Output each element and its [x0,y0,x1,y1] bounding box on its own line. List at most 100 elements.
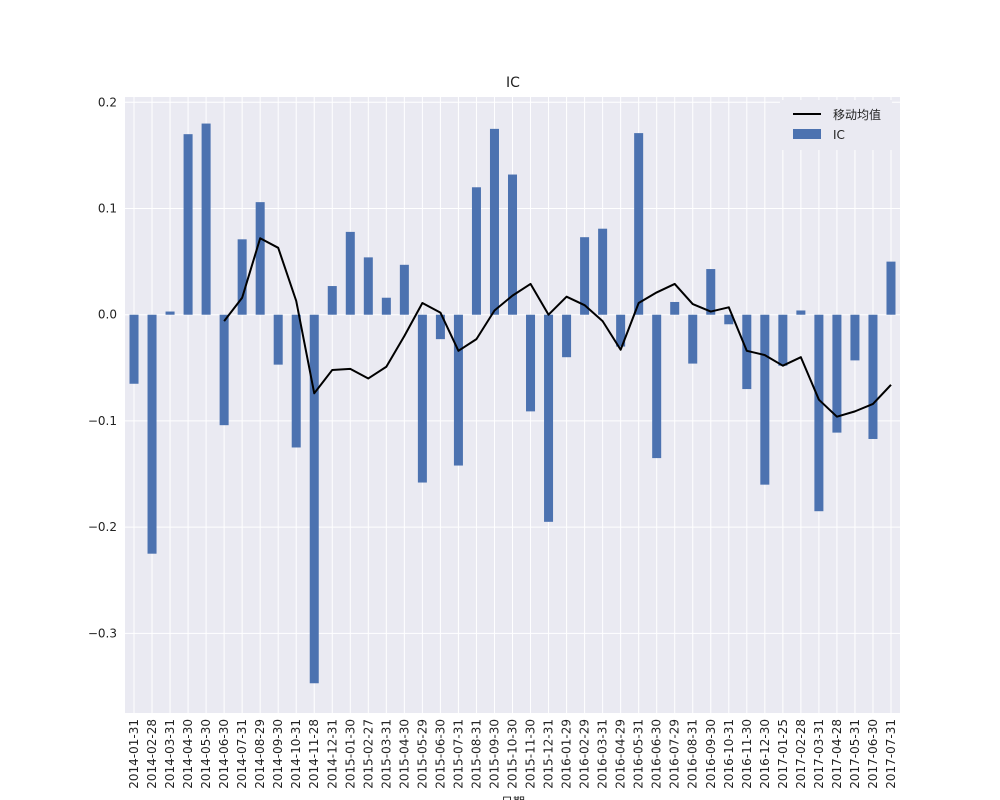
ic-bar [345,231,355,315]
ic-bar [544,314,554,522]
x-tick-label: 2016-05-31 [632,719,646,789]
x-tick-label: 2015-06-30 [433,719,447,789]
ic-bar [562,314,572,358]
legend-box [780,100,892,150]
x-tick-label: 2014-11-28 [307,719,321,789]
x-tick-label: 2016-03-31 [596,719,610,789]
x-tick-label: 2016-11-30 [740,719,754,789]
x-tick-label: 2016-02-29 [578,719,592,789]
x-tick-label: 2014-04-30 [181,719,195,789]
x-tick-label: 2014-06-30 [217,719,231,789]
x-tick-label: 2014-08-29 [253,719,267,789]
ic-bar [291,314,301,448]
ic-bar [273,314,283,365]
ic-bar [381,297,391,315]
ic-bar [309,314,319,684]
ic-bar [670,301,680,315]
x-tick-label: 2016-10-31 [722,719,736,789]
x-tick-label: 2014-07-31 [235,719,249,789]
ic-bar [616,314,626,347]
ic-bar [237,239,247,315]
ic-bar [760,314,770,485]
x-tick-label: 2015-01-30 [343,719,357,789]
x-axis-label: 日期 [501,795,525,800]
ic-bar [580,237,590,315]
moving-average-line [223,237,892,418]
ic-bar [489,128,499,315]
x-tick-label: 2015-09-30 [487,719,501,789]
x-tick-label: 2015-05-29 [415,719,429,789]
ic-bar [706,269,716,315]
ic-bar [724,314,734,325]
x-tick-label: 2014-09-30 [271,719,285,789]
ic-bar [886,261,896,315]
ic-bar [778,314,788,366]
x-tick-label: 2016-04-29 [614,719,628,789]
ic-bar [327,286,337,315]
x-tick-label: 2017-01-25 [776,719,790,789]
ic-bar [832,314,842,433]
ic-bar [652,314,662,459]
ic-bar [183,134,193,315]
x-tick-label: 2015-11-30 [524,719,538,789]
y-tick-label: −0.1 [88,414,117,428]
ic-bar [598,228,608,315]
x-tick-label: 2016-06-30 [650,719,664,789]
ic-bar [634,133,644,315]
ic-bar [255,202,265,315]
x-tick-label: 2014-12-31 [325,719,339,789]
x-axis: 2014-01-31 2014-02-28 2014-03-31 2014-04-30… [127,719,898,789]
legend-label-moving-average: 移动均值 [833,107,881,122]
x-tick-label: 2017-04-28 [830,719,844,789]
y-tick-label: −0.3 [88,626,117,640]
grid [125,97,900,713]
ic-bar [453,314,463,466]
y-axis: 0.2 0.1 0.0 −0.1 −0.2 −0.3 [88,95,117,640]
x-tick-label: 2017-05-31 [848,719,862,789]
ic-bar [471,187,481,315]
y-tick-label: 0.1 [98,202,117,216]
ic-bar [399,264,409,315]
ic-bar [219,314,229,426]
x-tick-label: 2016-08-31 [686,719,700,789]
x-tick-label: 2015-04-30 [397,719,411,789]
x-tick-label: 2014-05-30 [199,719,213,789]
ic-bar [796,310,806,315]
x-tick-label: 2016-07-29 [668,719,682,789]
x-tick-label: 2014-01-31 [127,719,141,789]
x-tick-label: 2015-03-31 [379,719,393,789]
ic-bar [165,311,175,315]
y-tick-label: −0.2 [88,520,117,534]
ic-bar [526,314,536,412]
x-tick-label: 2015-10-30 [506,719,520,789]
ic-bar [507,174,518,315]
x-tick-label: 2017-02-28 [794,719,808,789]
moving-average-polyline [223,237,892,418]
ic-bar [201,123,211,315]
bars [129,123,896,684]
x-tick-label: 2016-01-29 [560,719,574,789]
ic-bar [868,314,878,439]
x-tick-label: 2017-07-31 [884,719,898,789]
x-tick-label: 2016-12-30 [758,719,772,789]
legend: 移动均值 IC [780,100,892,150]
ic-bar [363,257,373,315]
x-tick-label: 2016-09-30 [704,719,718,789]
x-tick-label: 2015-07-31 [451,719,465,789]
ic-bar [688,314,698,364]
x-tick-label: 2017-03-31 [812,719,826,789]
x-tick-label: 2017-06-30 [866,719,880,789]
x-tick-label: 2014-02-28 [145,719,159,789]
y-tick-label: 0.2 [98,95,117,109]
ic-bar [814,314,824,512]
chart-title: IC [506,75,520,91]
x-tick-label: 2015-08-31 [469,719,483,789]
ic-bar [742,314,752,390]
x-tick-label: 2014-03-31 [163,719,177,789]
ic-bar [435,314,445,340]
ic-bar [129,314,139,384]
ic-bar [850,314,860,361]
x-tick-label: 2015-02-27 [361,719,375,789]
x-tick-label: 2015-12-31 [542,719,556,789]
